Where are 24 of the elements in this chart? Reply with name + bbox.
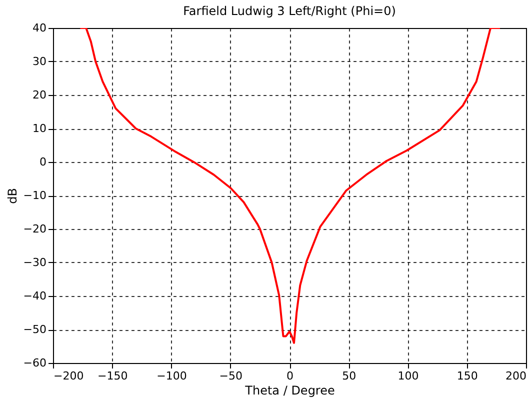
x-tick-label: −200 (54, 370, 84, 382)
y-tick-label: −50 (23, 323, 46, 336)
y-tick-label: −20 (23, 222, 46, 236)
x-tick-label: 0 (286, 370, 294, 382)
x-tick-label: −50 (219, 370, 242, 382)
y-tick-label: −10 (23, 189, 46, 202)
x-tick-label: −150 (98, 370, 128, 382)
x-axis-title: Theta / Degree (244, 384, 335, 398)
y-axis-title: dB (5, 188, 20, 204)
y-tick-label: 10 (32, 122, 46, 135)
x-tick-label: 150 (456, 370, 478, 382)
chart-title: Farfield Ludwig 3 Left/Right (Phi=0) (183, 4, 396, 18)
y-tick-label: −30 (23, 256, 46, 269)
x-tick-label: 50 (342, 370, 356, 382)
x-tick-label: 200 (506, 370, 526, 382)
y-tick-label: 20 (32, 88, 46, 102)
y-tick-label: 30 (32, 55, 46, 68)
y-tick-label: 40 (32, 22, 46, 34)
y-tick-label: 0 (40, 156, 46, 168)
x-tick-label: −100 (156, 370, 187, 382)
y-tick-label: −60 (23, 356, 46, 370)
line-series (79, 28, 501, 344)
x-tick-label: 100 (398, 370, 419, 382)
y-tick-label: −40 (23, 290, 46, 302)
